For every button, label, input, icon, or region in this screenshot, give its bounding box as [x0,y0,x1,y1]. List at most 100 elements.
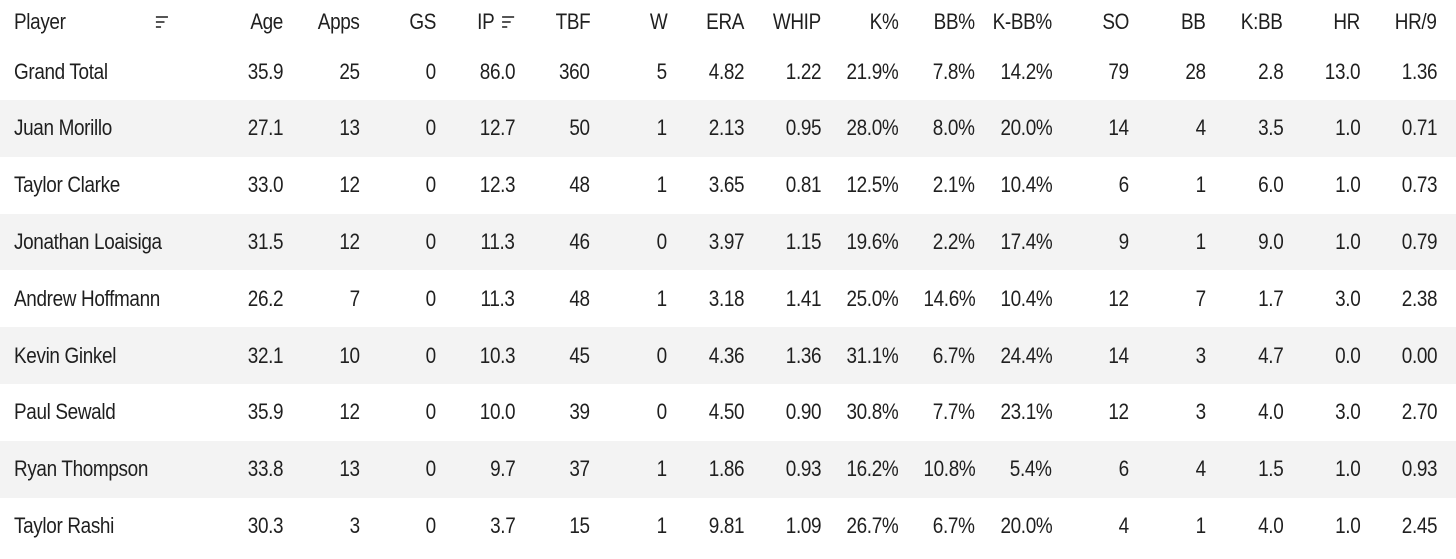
cell-w: 0 [657,327,668,384]
cell-apps-text: 7 [349,285,361,311]
column-header-hr9[interactable]: HR/9 [1395,0,1437,44]
cell-kpct: 30.8% [846,384,898,441]
cell-age-text: 35.9 [247,399,284,425]
cell-kbb: 1.7 [1258,270,1284,327]
column-header-kbbpct-text: K-BB% [992,9,1053,34]
cell-whip-text: 0.81 [785,172,822,198]
cell-hr9: 2.45 [1401,498,1438,555]
cell-kpct: 19.6% [846,214,898,271]
cell-tbf-text: 45 [569,342,591,368]
cell-hr-text: 3.0 [1334,399,1361,425]
column-header-bbpct[interactable]: BB% [934,0,975,44]
column-header-so[interactable]: SO [1102,0,1129,44]
column-header-player[interactable]: Player [14,0,168,44]
cell-era: 2.13 [709,100,745,157]
total-cell-ip-text: 86.0 [479,59,516,84]
cell-era: 3.65 [709,157,745,214]
total-cell-whip-text: 1.22 [785,59,822,84]
cell-hr9: 0.79 [1402,214,1438,271]
cell-apps: 3 [349,498,361,555]
cell-gs-text: 0 [425,115,437,141]
cell-hr9-text: 2.45 [1401,512,1438,538]
column-header-hr[interactable]: HR [1333,0,1360,44]
cell-apps: 10 [340,327,361,384]
cell-hr9-text: 2.38 [1401,285,1438,311]
cell-so: 14 [1109,100,1130,157]
cell-kbbpct-text: 10.4% [1000,285,1052,311]
cell-gs: 0 [426,441,437,498]
cell-apps-text: 3 [349,512,361,538]
cell-kpct-text: 26.7% [846,512,898,538]
cell-kbb: 4.0 [1258,498,1284,555]
cell-bb-text: 4 [1195,115,1207,141]
cell-whip: 0.81 [785,157,822,214]
total-cell-era-text: 4.82 [708,59,745,84]
column-header-w[interactable]: W [649,0,667,44]
column-header-age[interactable]: Age [250,0,283,44]
column-header-bb[interactable]: BB [1181,0,1206,44]
total-cell-hr: 13.0 [1325,44,1361,100]
cell-so: 6 [1119,441,1130,498]
column-header-kpct[interactable]: K% [869,0,898,44]
cell-ip-text: 11.3 [480,228,515,254]
column-header-kbb[interactable]: K:BB [1241,0,1283,44]
cell-whip-text: 0.93 [785,456,822,482]
table-row[interactable]: Taylor Rashi 30.3 3 0 3.7 15 1 9.81 1.09 26.7% 6.7… [0,497,1456,555]
cell-whip: 1.41 [786,270,822,327]
cell-hr-text: 0.0 [1334,342,1361,368]
table-header-row: Player Age Apps GS IP TBF W ERA WHIP K% BB% K-BB% SO… [0,0,1456,45]
table-row[interactable]: Ryan Thompson 33.8 13 0 9.7 37 1 1.86 0.93 16.2% 1… [0,440,1456,498]
table-row[interactable]: Juan Morillo 27.1 13 0 12.7 50 1 2.13 0.95 28.0% 8… [0,100,1456,157]
table-row[interactable]: Taylor Clarke 33.0 12 0 12.3 48 1 3.65 0.81 12.5%… [0,156,1456,214]
total-cell-bbpct: 7.8% [933,44,975,100]
cell-tbf-text: 46 [569,228,591,254]
cell-bbpct: 6.7% [933,327,975,384]
column-header-whip[interactable]: WHIP [773,0,821,44]
total-cell-age: 35.9 [248,44,284,100]
cell-ip-text: 3.7 [489,512,516,538]
cell-kbbpct: 24.4% [1000,327,1052,384]
cell-so-text: 4 [1118,512,1130,538]
total-cell-kbbpct-text: 14.2% [1000,59,1052,84]
cell-bbpct-text: 14.6% [923,285,975,311]
cell-kpct-text: 12.5% [846,172,898,198]
cell-whip-text: 1.15 [785,228,822,254]
cell-ip-text: 9.7 [489,456,516,482]
cell-player-text: Kevin Ginkel [14,342,117,368]
column-header-era[interactable]: ERA [706,0,744,44]
cell-kpct: 16.2% [846,441,898,498]
cell-player-text: Juan Morillo [14,115,112,141]
cell-whip-text: 0.90 [785,399,822,425]
cell-w-text: 1 [656,115,668,141]
column-header-tbf[interactable]: TBF [555,0,590,44]
cell-so-text: 6 [1118,172,1130,198]
cell-kpct-text: 30.8% [846,399,898,425]
table-row[interactable]: Andrew Hoffmann 26.2 7 0 11.3 48 1 3.18 1.41 25.0… [0,270,1456,328]
cell-kpct-text: 16.2% [846,456,898,482]
cell-bbpct-text: 2.2% [933,228,975,254]
cell-player: Paul Sewald [14,384,116,441]
column-header-gs[interactable]: GS [409,0,436,44]
sort-lines-icon[interactable] [155,14,169,30]
cell-player: Juan Morillo [14,100,112,157]
cell-age-text: 33.8 [247,456,284,482]
cell-age-text: 32.1 [247,342,284,368]
cell-tbf: 37 [570,441,591,498]
total-cell-player: Grand Total [14,44,108,100]
column-header-kbbpct[interactable]: K-BB% [992,0,1053,44]
column-header-ip[interactable]: IP [477,0,515,44]
total-cell-kbb-text: 2.8 [1257,59,1284,84]
table-row[interactable]: Jonathan Loaisiga 31.5 12 0 11.3 46 0 3.97 1.15 1… [0,213,1456,271]
cell-ip: 10.3 [480,327,516,384]
sort-desc-icon[interactable] [501,14,515,30]
table-row[interactable]: Kevin Ginkel 32.1 10 0 10.3 45 0 4.36 1.36 31.1% 6… [0,327,1456,384]
total-cell-era: 4.82 [708,44,745,100]
cell-w-text: 1 [656,512,668,538]
cell-so: 9 [1119,214,1130,271]
table-row[interactable]: Paul Sewald 35.9 12 0 10.0 39 0 4.50 0.90 30.8% 7.… [0,384,1456,441]
column-header-bbpct-text: BB% [933,9,975,34]
cell-bbpct-text: 2.1% [933,172,975,198]
cell-bb: 7 [1196,270,1207,327]
column-header-so-text: SO [1102,9,1129,34]
column-header-apps[interactable]: Apps [318,0,360,44]
